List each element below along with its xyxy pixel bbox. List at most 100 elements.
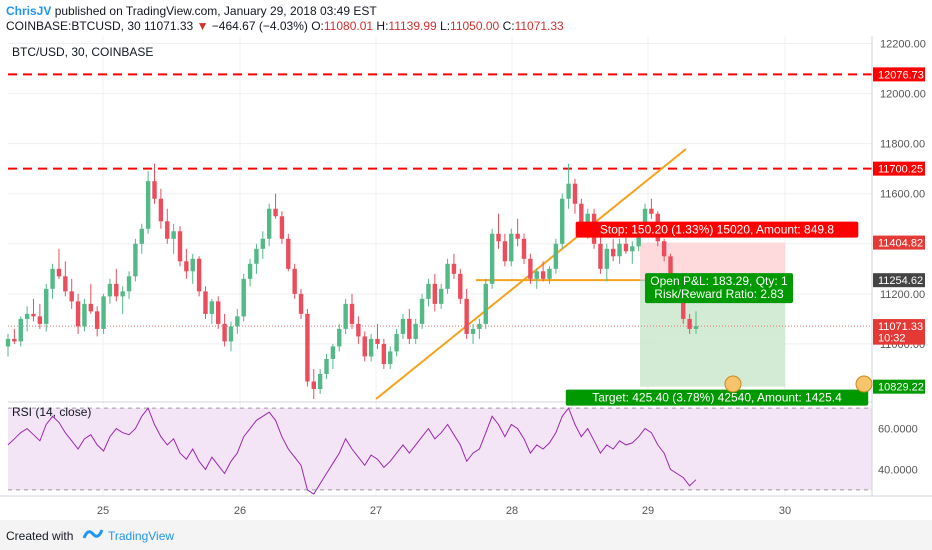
candle-body [190,258,195,272]
candle-body [241,278,246,317]
candle-body [560,198,565,244]
candle-body [88,303,94,312]
candle-body [133,243,138,277]
level-tag [873,161,925,176]
candle-body [598,243,603,269]
candle-body [209,301,215,314]
price-tag [873,273,925,288]
candle-body [623,243,629,252]
candle-body [343,303,348,329]
y-tick-label: 12000.00 [880,89,926,101]
flag-icon [724,375,873,393]
candle-body [579,203,584,224]
candle-body [496,233,501,242]
y-tick-label: 12200.00 [880,39,926,51]
pnl-label: Open P&L: 183.29, Qty: 1 [650,274,788,288]
position-tool[interactable] [640,242,785,387]
x-tick-label: 28 [506,505,518,517]
candle-body [477,323,482,329]
rsi-band-fill [8,408,872,490]
resistance-levels[interactable] [8,73,872,327]
candle-body [400,318,406,334]
candle-body [458,273,463,299]
price-tag-label: 11071.33 [878,321,923,333]
candle-body [636,231,641,247]
candle-body [489,233,495,284]
candle-body [56,268,62,277]
candle-body [470,328,476,334]
rsi-line [7,407,697,495]
candle-body [152,181,157,199]
candle-body [445,263,450,289]
risk-reward-label: Risk/Reward Ratio: 2.83 [654,287,784,301]
y-tick-label: 11600.00 [880,189,925,201]
candle-body [69,291,74,302]
candle-body [5,338,11,347]
candle-body [630,246,635,252]
x-tick-label: 25 [97,505,109,517]
chart-title: BTC/USD, 30, COINBASE [12,45,153,59]
candle-body [483,283,488,324]
candle-body [139,228,144,244]
candle-body [349,303,355,324]
candle-body [362,336,367,357]
candle-body [438,288,444,304]
price-tag [873,330,925,345]
candle-body [540,271,546,279]
candle-body [661,241,667,257]
candle-body [356,323,361,337]
price-tag [873,379,925,394]
candle-body [75,301,81,327]
candle-body [273,208,278,217]
candle-body [184,261,189,272]
candle-body [260,238,266,249]
candle-body [311,381,316,389]
candle-body [317,373,323,389]
candle-body [324,358,329,374]
candle-body [642,208,648,232]
candle-body [31,313,36,317]
candles [5,163,699,399]
pnl-box [645,273,793,304]
candle-body [617,243,622,257]
high-label: H: [376,19,389,33]
candle-body [145,181,151,229]
author-link[interactable]: ChrisJV [6,4,52,18]
candle-body [177,231,183,262]
rsi-tick-label: 60.0000 [878,424,918,436]
chart-header: ChrisJV published on TradingView.com, Ja… [0,0,932,36]
candle-body [681,293,686,319]
high-value: 11139.99 [388,19,437,33]
axes: 12200.0012000.0011800.0011600.0011400.00… [0,36,932,517]
target-label: Target: 425.40 (3.78%) 42540, Amount: 14… [592,391,842,405]
candle-body [107,283,113,297]
publish-info: published on TradingView.com, January 29… [54,4,377,18]
candle-body [50,268,55,289]
candle-body [464,298,469,334]
price-change: −464.67 (−4.03%) [211,19,308,33]
candle-body [419,298,425,324]
candle-body [553,243,559,269]
candle-body [203,291,208,314]
y-tick-label: 11200.00 [880,289,925,301]
candle-body [114,283,119,297]
candle-body [528,258,533,279]
price-tag [873,319,925,334]
candle-body [610,248,616,257]
tradingview-link[interactable]: TradingView [108,529,175,543]
candle-body [668,256,673,277]
candle-body [37,316,43,324]
candle-body [502,241,508,262]
candle-body [509,233,514,262]
candle-body [432,283,438,304]
candle-body [572,183,578,204]
price-chart[interactable]: 12200.0012000.0011800.0011600.0011400.00… [0,36,932,520]
symbol-label: COINBASE:BTCUSD, 30 [6,19,141,33]
candle-body [12,338,17,342]
candle-body [18,318,23,342]
change-arrow-icon: ▼ [196,19,209,33]
rsi-tick-label: 40.0000 [878,464,918,476]
candle-body [368,338,374,357]
last-price: 11071.33 [144,19,194,33]
candle-body [566,183,571,199]
